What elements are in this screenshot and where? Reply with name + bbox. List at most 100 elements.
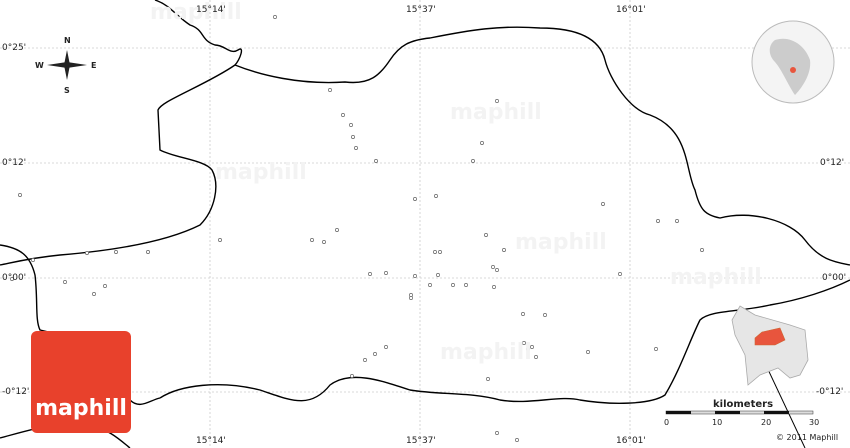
settlement-dot (368, 272, 372, 276)
settlement-dot (656, 219, 660, 223)
settlement-dot (543, 313, 547, 317)
settlement-dot (492, 285, 496, 289)
region-border (159, 279, 850, 404)
region-border (0, 0, 243, 266)
settlement-dot (349, 123, 353, 127)
latitude-label: 0°12' (2, 158, 27, 168)
settlement-dot (526, 347, 530, 351)
settlement-dot (491, 265, 495, 269)
longitude-label: 16°01' (616, 436, 646, 446)
longitude-label: 15°14' (196, 5, 226, 15)
settlement-dot (484, 233, 488, 237)
settlement-dot (436, 273, 440, 277)
settlement-dot (335, 228, 339, 232)
watermark: maphill (450, 100, 542, 125)
settlement-dot (10, 277, 14, 281)
settlement-dot (502, 248, 506, 252)
watermark: maphill (215, 160, 307, 185)
scale-tick-label: 20 (761, 418, 772, 427)
copyright-text: © 2011 Maphill (776, 433, 839, 442)
settlement-dot (495, 268, 499, 272)
settlement-dot (495, 99, 499, 103)
globe-location-marker (790, 67, 796, 73)
compass-north: N (64, 36, 71, 45)
settlement-dot (409, 296, 413, 300)
scale-tick-label: 30 (809, 418, 820, 427)
settlement-dot (515, 438, 519, 442)
settlement-dot (471, 159, 475, 163)
latitude-label: 0°25' (2, 43, 27, 53)
settlement-dot (433, 250, 437, 254)
settlement-dot (92, 292, 96, 296)
longitude-label: 15°37' (406, 5, 436, 15)
settlement-dot (351, 135, 355, 139)
settlement-dot (373, 352, 377, 356)
settlement-dot (464, 283, 468, 287)
settlement-dot (618, 272, 622, 276)
watermark: maphill (670, 265, 762, 290)
settlement-dot (530, 345, 534, 349)
scale-unit-label: kilometers (713, 399, 774, 410)
inset-highlight-region (754, 327, 786, 346)
globe-africa-shape (769, 38, 811, 95)
compass-rose-icon (47, 50, 87, 80)
settlement-dot (146, 250, 150, 254)
settlement-dot (700, 248, 704, 252)
locator-globe[interactable] (751, 20, 835, 104)
maphill-logo[interactable]: maphill (31, 331, 131, 433)
settlement-dot (354, 146, 358, 150)
compass-east: E (91, 61, 97, 70)
settlement-dot (428, 283, 432, 287)
settlement-dot (413, 197, 417, 201)
settlement-dot (586, 350, 590, 354)
compass-west: W (35, 61, 44, 70)
settlement-dot (85, 251, 89, 255)
inset-country-shape (731, 305, 809, 386)
scale-tick-label: 10 (712, 418, 723, 427)
watermark: maphill (440, 340, 532, 365)
settlement-dot (413, 274, 417, 278)
watermark: maphill (515, 230, 607, 255)
settlement-dot (486, 377, 490, 381)
latitude-label: 0°12' (820, 158, 845, 168)
settlement-dot (654, 347, 658, 351)
watermark: maphill (150, 0, 242, 25)
scale-bar (665, 410, 814, 415)
settlement-dot (350, 374, 354, 378)
latitude-label: -0°12' (816, 387, 844, 397)
settlement-dot (451, 283, 455, 287)
region-border (234, 26, 850, 266)
settlement-dot (522, 341, 526, 345)
settlement-dot (675, 219, 679, 223)
inset-map (731, 305, 809, 386)
settlement-dot (341, 113, 345, 117)
settlement-dot (495, 431, 499, 435)
settlement-dot (31, 258, 35, 262)
settlement-dot (363, 358, 367, 362)
latitude-label: 0°00' (822, 273, 847, 283)
settlement-dot (438, 250, 442, 254)
settlement-dot (374, 159, 378, 163)
longitude-label: 16°01' (616, 5, 646, 15)
settlement-dot (384, 345, 388, 349)
settlement-dot (103, 284, 107, 288)
settlement-dot (322, 240, 326, 244)
settlement-dot (480, 141, 484, 145)
settlement-dot (273, 15, 277, 19)
settlement-dot (63, 280, 67, 284)
logo-text: maphill (35, 396, 127, 421)
settlement-dot (218, 238, 222, 242)
settlement-dot (534, 355, 538, 359)
compass-south: S (64, 86, 70, 95)
scale-tick-label: 0 (664, 418, 670, 427)
latitude-label: -0°12' (2, 387, 30, 397)
settlements (10, 15, 704, 442)
longitude-label: 15°14' (196, 436, 226, 446)
settlement-dot (328, 88, 332, 92)
latitude-label: 0°00' (2, 273, 27, 283)
settlement-dot (310, 238, 314, 242)
settlement-dot (521, 312, 525, 316)
settlement-dot (384, 271, 388, 275)
